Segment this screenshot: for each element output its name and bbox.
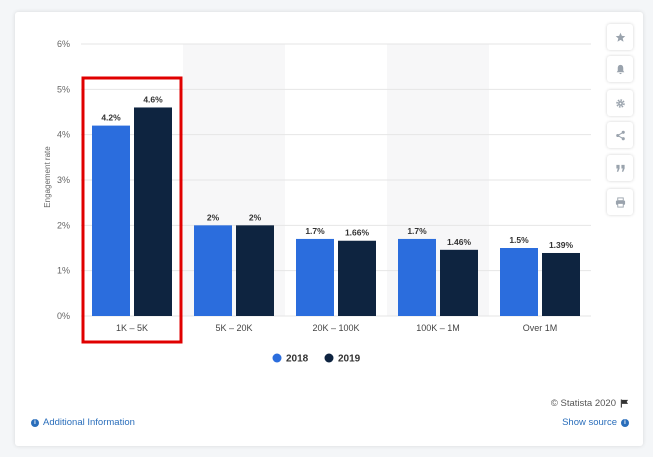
share-icon [615,130,625,140]
copyright-text: © Statista 2020 [550,398,616,409]
data-labels: 4.2% 4.6% 2% 2% 1.7% 1.66% 1.7% 1.46% 1.5% 1.39% [101,94,573,250]
bar-2018[interactable] [92,125,130,316]
bar-2019[interactable] [236,225,274,316]
bars [92,107,580,316]
show-source-link[interactable]: Show source i [562,417,629,428]
chart-card: 4.2% 4.6% 2% 2% 1.7% 1.66% 1.7% 1.46% 1.5% 1.39% … [15,12,643,446]
copyright: © Statista 2020 [551,398,629,409]
y-tick-label: 4% [57,130,70,140]
data-label: 1.7% [407,226,427,236]
data-label: 1.46% [447,237,472,247]
highlight-box [81,76,183,344]
y-tick-label: 3% [57,175,70,185]
legend-marker [324,353,334,363]
bar-2019[interactable] [542,252,580,316]
star-icon [615,32,625,42]
data-label: 4.6% [143,94,163,104]
notification-button[interactable] [607,56,633,82]
favorite-button[interactable] [607,24,633,50]
bar-2018[interactable] [296,238,334,316]
y-tick-label: 1% [57,266,70,276]
print-button[interactable] [607,189,633,215]
legend-marker [272,353,282,363]
data-label: 2% [249,212,262,222]
y-tick-label: 6% [57,39,70,49]
y-tick-label: 0% [57,311,70,321]
info-icon: i [621,418,629,427]
legend-label: 2018 [286,354,309,365]
gear-icon [615,98,625,108]
print-icon [615,196,625,208]
legend[interactable]: 2018 2019 [272,353,361,365]
share-button[interactable] [607,122,633,148]
legend-label: 2019 [338,354,361,365]
x-tick-label: 20K – 100K [312,323,359,333]
data-label: 1.5% [509,235,529,245]
bar-2018[interactable] [398,238,436,316]
additional-information-label: Additional Information [43,417,135,428]
data-label: 4.2% [101,113,121,123]
quote-icon [615,164,625,172]
x-tick-label: 100K – 1M [416,323,460,333]
settings-button[interactable] [607,90,633,116]
data-label: 2% [207,212,220,222]
data-label: 1.39% [549,240,574,250]
cite-button[interactable] [607,155,633,181]
info-icon: i [31,418,39,427]
bar-2019[interactable] [338,240,376,316]
additional-information-link[interactable]: i Additional Information [31,417,135,428]
flag-icon[interactable] [620,399,629,408]
y-tick-label: 5% [57,84,70,94]
bar-2018[interactable] [194,225,232,316]
y-axis-label: Engagement rate [43,146,52,208]
x-tick-label: 1K – 5K [116,323,148,333]
y-axis-ticks: 0% 1% 2% 3% 4% 5% 6% [57,39,70,321]
data-label: 1.66% [345,228,370,238]
x-tick-label: 5K – 20K [215,323,252,333]
x-axis-categories: 1K – 5K 5K – 20K 20K – 100K 100K – 1M Over 1… [116,323,557,333]
bar-2019[interactable] [440,249,478,316]
show-source-label: Show source [562,417,617,428]
legend-item-2019[interactable]: 2019 [324,353,361,365]
x-tick-label: Over 1M [523,323,558,333]
bar-2019[interactable] [134,107,172,316]
y-tick-label: 2% [57,220,70,230]
data-label: 1.7% [305,226,325,236]
bell-icon [616,64,624,74]
bar-2018[interactable] [500,248,538,316]
legend-item-2018[interactable]: 2018 [272,353,309,365]
bar-chart: 4.2%4.6%2% 2%1.7% 1.66% 1.7%1.46% 1.5% 1.39% … [43,39,591,365]
